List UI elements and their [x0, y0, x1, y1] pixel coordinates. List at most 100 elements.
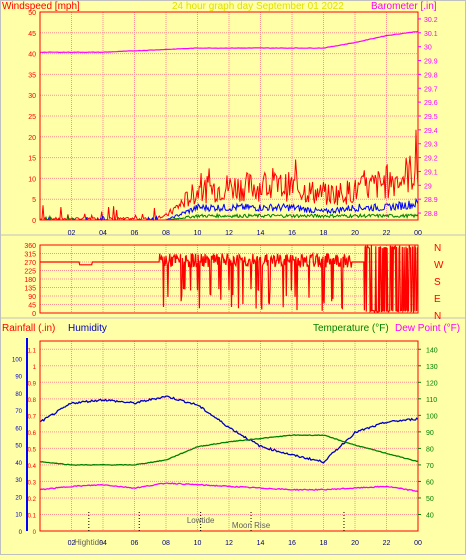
- humidity-axis-title: Humidity: [68, 323, 107, 334]
- humidity-x-tick-label: 04: [99, 540, 107, 547]
- rain-tick-label: 0.6: [28, 431, 37, 437]
- humidity-x-tick-label: 18: [320, 540, 328, 547]
- humidity-tick-label: 20: [15, 495, 22, 501]
- barometer-tick-label: 29.7: [424, 86, 438, 93]
- wind-x-tick-label: 20: [351, 230, 359, 237]
- compass-label: E: [434, 294, 441, 305]
- temperature-tick-label: 100: [426, 413, 438, 420]
- barometer-tick-label: 30.1: [424, 31, 438, 38]
- wind-x-tick-label: 00: [414, 230, 422, 237]
- barometer-tick-label: 28.9: [424, 197, 438, 204]
- temperature-axis-title: Temperature (°F): [313, 323, 389, 334]
- wind-x-tick-label: 12: [225, 230, 233, 237]
- hightide-label: Hightide: [74, 538, 104, 547]
- direction-tick-label: 90: [28, 294, 36, 301]
- humidity-tick-label: 100: [12, 357, 23, 363]
- barometer-tick-label: 29.2: [424, 156, 438, 163]
- rain-tick-label: 0.3: [28, 480, 37, 486]
- wind-x-tick-label: 14: [257, 230, 265, 237]
- wind-x-tick-label: 04: [99, 230, 107, 237]
- direction-tick-label: 0: [32, 311, 36, 318]
- direction-tick-label: 360: [24, 243, 36, 250]
- wind-left-tick-label: 40: [28, 52, 36, 59]
- humidity-x-tick-label: 16: [288, 540, 296, 547]
- compass-label: N: [434, 243, 441, 254]
- humidity-tick-label: 50: [15, 444, 22, 450]
- wind-x-tick-label: 16: [288, 230, 296, 237]
- humidity-tick-label: 70: [15, 409, 22, 415]
- rain-tick-label: 1.1: [28, 348, 37, 354]
- compass-label: W: [434, 260, 444, 271]
- wind-left-tick-label: 10: [28, 176, 36, 183]
- barometer-tick-label: 29: [424, 183, 432, 190]
- direction-tick-label: 270: [24, 260, 36, 267]
- wind-x-tick-label: 18: [320, 230, 328, 237]
- rain-tick-label: 0.2: [28, 497, 37, 503]
- rain-tick-label: 0.8: [28, 398, 37, 404]
- temperature-tick-label: 90: [426, 430, 434, 437]
- moonrise-label: Moon Rise: [232, 521, 271, 530]
- humidity-tick-label: 0: [19, 530, 23, 536]
- temperature-tick-label: 120: [426, 380, 438, 387]
- direction-tick-label: 135: [24, 286, 36, 293]
- humidity-x-tick-label: 02: [68, 540, 76, 547]
- temperature-tick-label: 50: [426, 496, 434, 503]
- temperature-tick-label: 140: [426, 347, 438, 354]
- humidity-x-tick-label: 20: [351, 540, 359, 547]
- wind-x-tick-label: 02: [68, 230, 76, 237]
- barometer-series: [40, 30, 419, 54]
- humidity-tick-label: 10: [15, 513, 22, 519]
- direction-tick-label: 180: [24, 277, 36, 284]
- humidity-x-tick-label: 00: [414, 540, 422, 547]
- humidity-tick-label: 90: [15, 375, 22, 381]
- rain-tick-label: 0.7: [28, 414, 37, 420]
- temperature-tick-label: 60: [426, 479, 434, 486]
- barometer-tick-label: 29.5: [424, 114, 438, 121]
- rain-tick-label: 0.1: [28, 513, 37, 519]
- barometer-axis-title: Barometer [.in]: [371, 1, 437, 12]
- humidity-x-tick-label: 14: [257, 540, 265, 547]
- wind-x-tick-label: 10: [194, 230, 202, 237]
- temperature-tick-label: 80: [426, 446, 434, 453]
- barometer-tick-label: 29.9: [424, 59, 438, 66]
- wind-left-tick-label: 25: [28, 114, 36, 121]
- humidity-x-tick-label: 08: [162, 540, 170, 547]
- compass-label: N: [434, 311, 441, 322]
- wind-left-tick-label: 45: [28, 31, 36, 38]
- barometer-tick-label: 29.3: [424, 142, 438, 149]
- rainfall-axis-title: Rainfall (.in): [2, 323, 55, 334]
- temperature-tick-label: 110: [426, 397, 437, 404]
- rain-tick-label: 0.9: [28, 381, 37, 387]
- windspeed-axis-title: Windspeed [mph]: [2, 1, 80, 12]
- wind-x-tick-label: 08: [162, 230, 170, 237]
- direction-plot-frame: [39, 244, 419, 314]
- humidity-plot-frame: [39, 340, 419, 532]
- compass-label: S: [434, 277, 441, 288]
- dewpoint-axis-title: Dew Point (°F): [395, 323, 460, 334]
- temperature-tick-label: 130: [426, 364, 438, 371]
- humidity-tick-label: 60: [15, 426, 22, 432]
- humidity-tick-label: 80: [15, 392, 22, 398]
- humidity-tick-label: 30: [15, 478, 22, 484]
- lowtide-label: Lowtide: [187, 516, 215, 525]
- temperature-series: [39, 434, 419, 466]
- direction-tick-label: 225: [24, 269, 36, 276]
- barometer-tick-label: 30.2: [424, 17, 438, 24]
- humidity-x-tick-label: 06: [131, 540, 139, 547]
- wind-max-series: [39, 129, 419, 222]
- rain-tick-label: 0.5: [28, 447, 37, 453]
- wind-left-tick-label: 35: [28, 72, 36, 79]
- barometer-tick-label: 29.8: [424, 72, 438, 79]
- humidity-x-tick-label: 10: [194, 540, 202, 547]
- humidity-x-tick-label: 12: [225, 540, 233, 547]
- barometer-tick-label: 30: [424, 45, 432, 52]
- wind-left-tick-label: 30: [28, 93, 36, 100]
- dewpoint-series: [39, 482, 419, 493]
- humidity-x-tick-label: 22: [383, 540, 391, 547]
- wind-left-tick-label: 5: [32, 197, 36, 204]
- wind-x-tick-label: 22: [383, 230, 391, 237]
- direction-tick-label: 315: [24, 252, 36, 259]
- wind-avg-series: [40, 197, 419, 222]
